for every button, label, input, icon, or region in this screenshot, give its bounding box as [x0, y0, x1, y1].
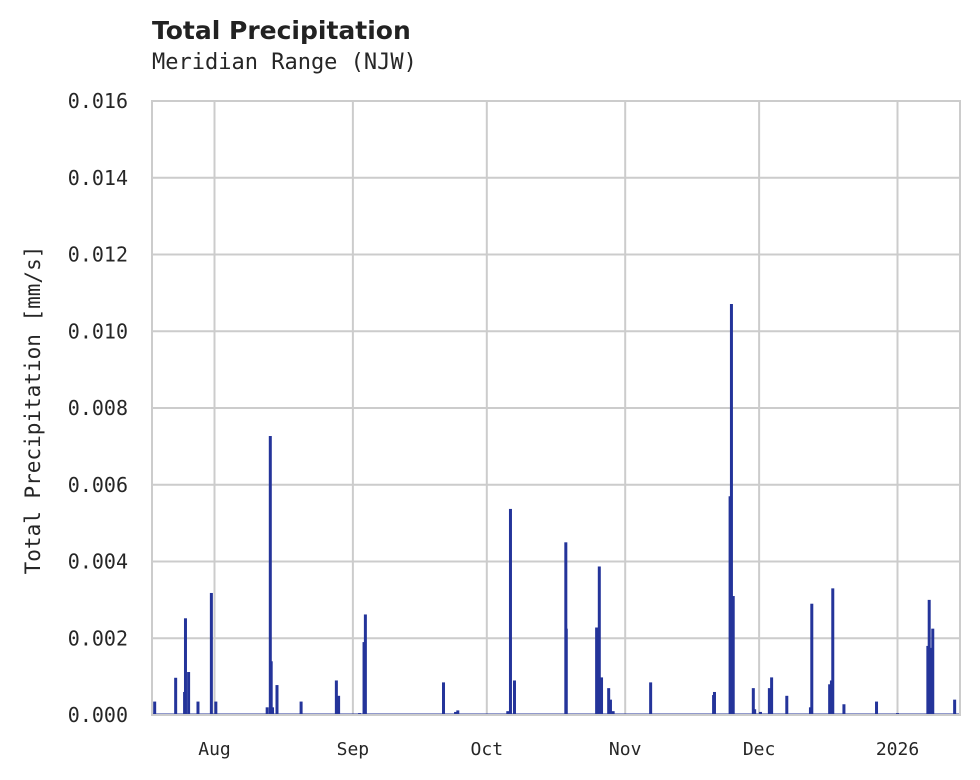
precipitation-bar: [337, 695, 341, 715]
precipitation-bar: [512, 680, 516, 715]
precipitation-bar: [209, 592, 213, 715]
precipitation-bar: [875, 701, 879, 715]
precipitation-bar: [174, 677, 178, 715]
precipitation-bar: [785, 695, 789, 715]
y-tick-label: 0.010: [68, 319, 128, 343]
precipitation-bar: [268, 436, 272, 715]
precipitation-bar: [608, 699, 612, 715]
x-axis-ticks: Aug Sep Oct Nov Dec 2026: [198, 739, 919, 760]
precipitation-bar: [275, 685, 279, 715]
precipitation-bar: [187, 672, 191, 715]
precipitation-bar: [751, 688, 755, 715]
precipitation-bar: [929, 647, 933, 715]
y-tick-label: 0.012: [68, 243, 128, 267]
precipitation-bar: [269, 661, 273, 715]
precipitation-bar: [454, 711, 458, 715]
precipitation-bar: [508, 508, 512, 715]
precipitation-bar: [334, 680, 338, 715]
x-tick-label: Dec: [743, 739, 776, 760]
precipitation-bar: [600, 677, 604, 715]
precipitation-bar: [214, 701, 218, 715]
precipitation-bar: [607, 688, 611, 715]
precipitation-bar: [712, 691, 716, 715]
plot-frame: [151, 100, 961, 716]
precipitation-bar: [597, 566, 601, 715]
precipitation-bar: [265, 707, 269, 715]
precipitation-bar: [442, 682, 446, 715]
precipitation-bar: [183, 618, 187, 715]
precipitation-bar: [611, 711, 615, 715]
chart-subtitle: Meridian Range (NJW): [152, 50, 417, 75]
y-tick-label: 0.014: [68, 166, 128, 190]
y-tick-label: 0.008: [68, 396, 128, 420]
y-tick-label: 0.006: [68, 473, 128, 497]
precipitation-bar: [506, 711, 510, 715]
y-axis-ticks: 0.000 0.002 0.004 0.006 0.008 0.010 0.012 0.014…: [68, 89, 128, 727]
x-tick-label: Sep: [337, 739, 370, 760]
precipitation-bar: [153, 701, 157, 715]
y-axis-label: Total Precipitation [mm/s]: [21, 246, 45, 575]
precipitation-bars: [152, 304, 960, 715]
precipitation-bar: [363, 614, 367, 715]
y-tick-label: 0.016: [68, 89, 128, 113]
x-tick-label: 2026: [876, 739, 919, 760]
precipitation-bar: [828, 684, 832, 715]
precipitation-bar: [931, 628, 935, 715]
precipitation-bar: [731, 596, 735, 715]
y-tick-label: 0.004: [68, 550, 128, 574]
chart-title: Total Precipitation: [152, 16, 411, 45]
y-tick-label: 0.000: [68, 703, 128, 727]
precipitation-bar: [770, 677, 774, 715]
precipitation-bar: [564, 628, 568, 715]
precipitation-bar: [758, 711, 762, 715]
precipitation-bar: [927, 599, 931, 715]
x-tick-label: Nov: [609, 739, 642, 760]
y-tick-label: 0.002: [68, 626, 128, 650]
precipitation-bar: [842, 704, 846, 715]
x-tick-label: Oct: [471, 739, 504, 760]
precipitation-bar: [729, 304, 733, 715]
x-tick-label: Aug: [198, 739, 231, 760]
grid-lines: [152, 100, 960, 716]
precipitation-bar: [953, 699, 957, 715]
precipitation-bar: [767, 688, 771, 715]
precipitation-bar: [753, 709, 757, 715]
precipitation-bar: [810, 603, 814, 715]
precipitation-bar: [831, 588, 835, 715]
precipitation-bar: [595, 627, 599, 715]
precipitation-bar: [271, 707, 275, 715]
precipitation-bar: [456, 710, 460, 715]
precipitation-bar: [649, 682, 653, 715]
precipitation-bar: [196, 701, 200, 715]
precipitation-bar: [299, 701, 303, 715]
